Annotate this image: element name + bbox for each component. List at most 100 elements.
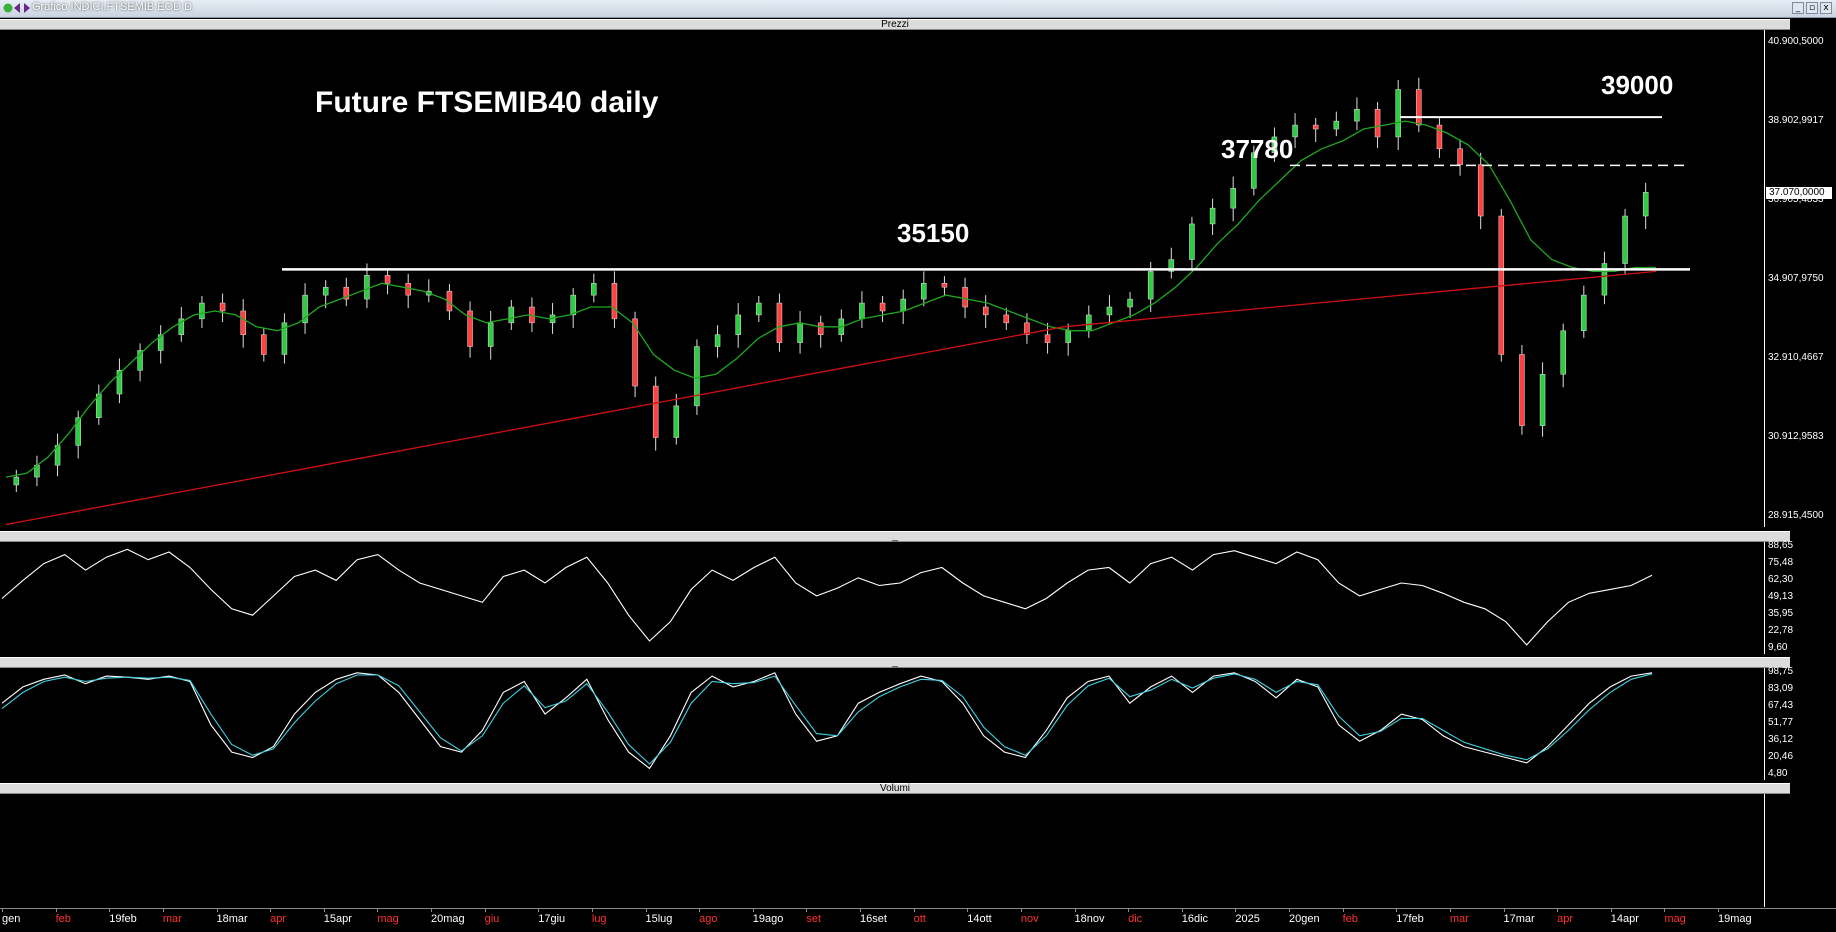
date-axis-tick: [109, 909, 111, 912]
candle: [75, 410, 81, 459]
price-axis-tick: 32.910,4667: [1768, 352, 1824, 363]
candle: [199, 295, 205, 328]
date-axis: gen feb 19feb mar 18mar apr 15apr mag 20mag giu 17…: [0, 908, 1836, 932]
candle: [735, 303, 741, 348]
oscillator-line-2: [1, 673, 1653, 765]
candle: [652, 376, 659, 451]
date-axis-tick: [538, 909, 540, 912]
price-axis-tick: 38.902,9917: [1768, 115, 1824, 126]
oscillator-axis-tick: 9,60: [1768, 642, 1788, 653]
oscillator2-axis: 98,75 83,09 67,43 51,77 36,12 20,46 4,80: [1764, 666, 1836, 780]
oscillator2-chart[interactable]: [0, 668, 1764, 780]
candle: [941, 276, 948, 297]
candle: [921, 271, 927, 307]
date-axis-tick: [913, 909, 915, 912]
candle: [487, 310, 494, 360]
date-axis-label: mag: [1664, 913, 1686, 925]
oscillator-axis-tick: 51,77: [1768, 717, 1794, 728]
oscillator-axis-tick: 98,75: [1768, 666, 1794, 677]
minimize-button[interactable]: _: [1792, 2, 1804, 14]
date-axis-tick: [1610, 909, 1612, 912]
candle: [1168, 247, 1175, 279]
date-axis-tick: [1181, 909, 1183, 912]
candle: [1519, 344, 1525, 435]
oscillator-axis-tick: 75,48: [1768, 557, 1794, 568]
candle: [673, 394, 680, 445]
date-axis-label: 18nov: [1074, 913, 1105, 925]
oscillator-axis-tick: 35,95: [1768, 608, 1794, 619]
oscillator-axis-tick: 49,13: [1768, 591, 1794, 602]
date-axis-label: 15apr: [323, 913, 352, 925]
price-axis-tick: 34.907,9750: [1768, 273, 1824, 284]
candle: [34, 455, 40, 487]
candle: [982, 295, 989, 328]
candle: [776, 293, 783, 352]
candle: [13, 469, 20, 493]
candle: [343, 277, 350, 307]
prices-panel-title: Prezzi: [881, 19, 909, 30]
candle: [570, 288, 576, 328]
volumes-panel-title: Volumi: [879, 783, 910, 794]
close-button[interactable]: x: [1820, 2, 1832, 14]
oscillator1-axis: 88,65 75,48 62,30 49,13 35,95 22,78 9,60: [1764, 541, 1836, 654]
date-axis-tick: [55, 909, 57, 912]
price-axis-tick: 30.912,9583: [1768, 431, 1824, 442]
candle: [281, 313, 288, 364]
candle: [1044, 322, 1051, 354]
price-chart[interactable]: [0, 30, 1764, 527]
candle: [157, 325, 164, 364]
candle: [1477, 152, 1484, 230]
date-axis-label: 17mar: [1503, 913, 1535, 925]
candle: [1642, 182, 1649, 230]
candle: [1065, 323, 1071, 356]
candle: [467, 301, 473, 358]
date-axis-tick: [1718, 909, 1719, 912]
oscillator-axis-tick: 67,43: [1768, 700, 1794, 711]
candle: [756, 295, 762, 323]
price-axis-tick: 28.915,4500: [1768, 510, 1824, 521]
candle: [240, 299, 246, 348]
date-axis-label: feb: [55, 913, 71, 925]
short-moving-average-line: [5, 120, 1656, 478]
date-axis-tick: [1396, 909, 1398, 912]
volumes-chart[interactable]: [0, 794, 1764, 907]
date-axis-label: 17giu: [538, 913, 566, 925]
candle: [1374, 102, 1381, 149]
candle: [96, 384, 102, 425]
app-icon: [3, 3, 13, 13]
date-axis-label: gen: [2, 913, 21, 925]
date-axis-label: mag: [377, 913, 399, 925]
price-axis-tick: 40.900,5000: [1768, 36, 1824, 47]
candle: [879, 295, 886, 323]
date-axis-tick: [1664, 909, 1666, 912]
candle: [1560, 323, 1566, 388]
date-axis-label: nov: [1020, 913, 1039, 925]
current-price-label: 37.070,0000: [1766, 187, 1832, 200]
restore-button[interactable]: ▫: [1806, 2, 1818, 14]
date-axis-tick: [323, 909, 325, 912]
oscillator1-chart[interactable]: [0, 542, 1764, 654]
oscillator-line-1: [1, 548, 1653, 646]
date-axis-tick: [1020, 909, 1022, 912]
candle: [1251, 145, 1257, 196]
candle: [1003, 307, 1010, 330]
candle: [1209, 198, 1216, 236]
date-axis-tick: [1503, 909, 1505, 912]
candle: [116, 358, 123, 404]
candle: [1354, 97, 1360, 131]
arrows-icon[interactable]: [14, 3, 30, 13]
date-axis-tick: [162, 909, 164, 912]
date-axis-tick: [270, 909, 272, 912]
date-axis-label: mar: [162, 913, 182, 925]
oscillator-axis-tick: 20,46: [1768, 751, 1794, 762]
candle: [137, 343, 143, 382]
candle: [797, 310, 803, 354]
window-titlebar[interactable]: Grafico INDICI.FTSEMIB EOD D _ ▫ x: [0, 0, 1836, 18]
candle: [1106, 295, 1113, 325]
date-axis-label: set: [806, 913, 822, 925]
date-axis-tick: [484, 909, 486, 912]
oscillator1-panel-header: _: [0, 531, 1790, 542]
date-axis-tick: [591, 909, 593, 912]
date-axis-label: 2025: [1235, 913, 1260, 925]
